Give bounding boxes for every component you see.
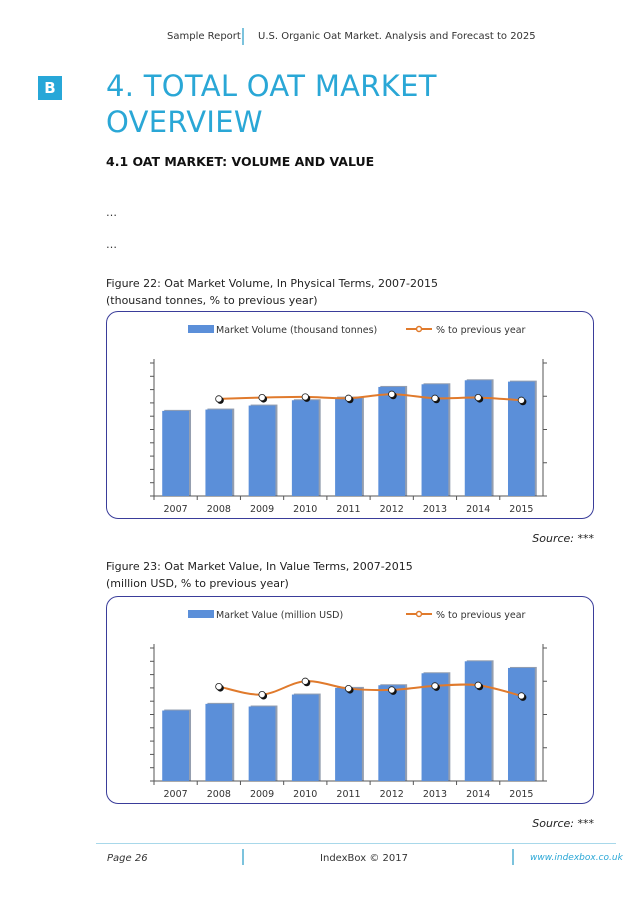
footer-rule [96, 843, 616, 844]
logo-letter: B [44, 79, 56, 97]
figure-22-source: Source: *** [532, 532, 594, 545]
line-marker-7 [517, 691, 525, 699]
bar-2012 [377, 684, 405, 781]
line-marker-2 [301, 392, 309, 401]
x-tick-label-2010: 2010 [293, 789, 317, 800]
figure-22-units: (thousand tonnes, % to previous year) [106, 294, 318, 307]
header-report-type: Sample Report [167, 31, 241, 42]
footer-divider-left [242, 849, 244, 865]
bar-2007 [161, 410, 189, 496]
bar-2014 [464, 660, 492, 781]
placeholder-text-2: … [106, 238, 117, 251]
bar-2010 [291, 694, 319, 781]
x-tick-label-2013: 2013 [422, 789, 446, 800]
legend-bar-label: Market Value (million USD) [216, 610, 343, 621]
legend-line-marker [415, 610, 422, 617]
bar-2010 [291, 399, 319, 496]
figure-23-units: (million USD, % to previous year) [106, 577, 289, 590]
header-report-title: U.S. Organic Oat Market. Analysis and Fo… [258, 31, 536, 42]
line-marker-3 [344, 684, 352, 692]
footer-divider-right [512, 849, 514, 865]
figure-23-caption: Figure 23: Oat Market Value, In Value Te… [106, 560, 413, 573]
line-marker-0 [214, 682, 222, 690]
x-tick-label-2012: 2012 [379, 504, 403, 515]
x-tick-label-2007: 2007 [163, 504, 187, 515]
line-marker-5 [430, 681, 439, 690]
bar-2009 [248, 706, 275, 781]
subsection-title: 4.1 OAT MARKET: VOLUME AND VALUE [106, 154, 375, 169]
bar-2011 [334, 687, 362, 781]
x-tick-label-2014: 2014 [466, 504, 490, 515]
x-tick-label-2009: 2009 [249, 504, 273, 515]
line-marker-4 [387, 685, 395, 693]
x-tick-label-2015: 2015 [509, 504, 533, 515]
line-marker-1 [257, 393, 266, 401]
x-tick-label-2008: 2008 [206, 789, 230, 800]
bar-2009 [248, 405, 275, 496]
legend-line-label: % to previous year [436, 325, 526, 336]
line-marker-5 [430, 394, 439, 402]
bar-2008 [204, 409, 232, 496]
legend-bar-swatch [187, 609, 214, 618]
figure-23-chart: Market Value (million USD) % to previous … [149, 609, 547, 800]
bar-2013 [421, 672, 448, 781]
x-tick-label-2009: 2009 [249, 789, 273, 800]
line-marker-2 [301, 677, 309, 685]
footer-page-number: Page 26 [107, 853, 148, 864]
figure-22-chart-frame: Market Volume (thousand tonnes) % to prev… [106, 311, 594, 519]
figure-23-source: Source: *** [532, 817, 594, 830]
bar-2011 [334, 397, 362, 496]
indexbox-logo: B [38, 76, 62, 100]
section-title-line2: OVERVIEW [106, 105, 263, 139]
x-tick-label-2011: 2011 [336, 789, 360, 800]
x-tick-label-2013: 2013 [422, 504, 446, 515]
bar-2015 [507, 667, 535, 781]
line-marker-7 [517, 396, 525, 404]
x-tick-label-2010: 2010 [293, 504, 317, 515]
legend-bar-label: Market Volume (thousand tonnes) [216, 325, 377, 336]
legend-line-label: % to previous year [436, 610, 526, 621]
line-marker-6 [474, 681, 482, 689]
x-tick-label-2015: 2015 [509, 789, 533, 800]
figure-22-caption: Figure 22: Oat Market Volume, In Physica… [106, 277, 439, 290]
figure-23-chart-frame: Market Value (million USD) % to previous … [106, 596, 594, 804]
x-tick-label-2012: 2012 [379, 789, 403, 800]
line-marker-4 [387, 390, 395, 398]
line-marker-0 [214, 394, 222, 403]
bar-2012 [377, 386, 405, 496]
legend-bar-swatch [187, 324, 214, 333]
line-marker-6 [474, 393, 482, 401]
header-divider [242, 28, 244, 45]
placeholder-text-1: … [106, 206, 117, 219]
line-marker-1 [257, 690, 266, 698]
bar-2007 [161, 710, 189, 781]
section-title: 4. TOTAL OAT MARKET OVERVIEW [106, 68, 437, 140]
x-tick-label-2014: 2014 [466, 789, 490, 800]
line-marker-3 [344, 394, 352, 402]
legend-line-marker [415, 325, 422, 332]
figure-22-chart: Market Volume (thousand tonnes) % to prev… [149, 324, 547, 515]
footer-copyright: IndexBox © 2017 [320, 853, 408, 864]
footer-website-link[interactable]: www.indexbox.co.uk [530, 853, 623, 863]
x-tick-label-2007: 2007 [163, 789, 187, 800]
x-tick-label-2011: 2011 [336, 504, 360, 515]
x-tick-label-2008: 2008 [206, 504, 230, 515]
bar-2008 [204, 703, 232, 781]
section-title-line1: 4. TOTAL OAT MARKET [106, 69, 437, 103]
